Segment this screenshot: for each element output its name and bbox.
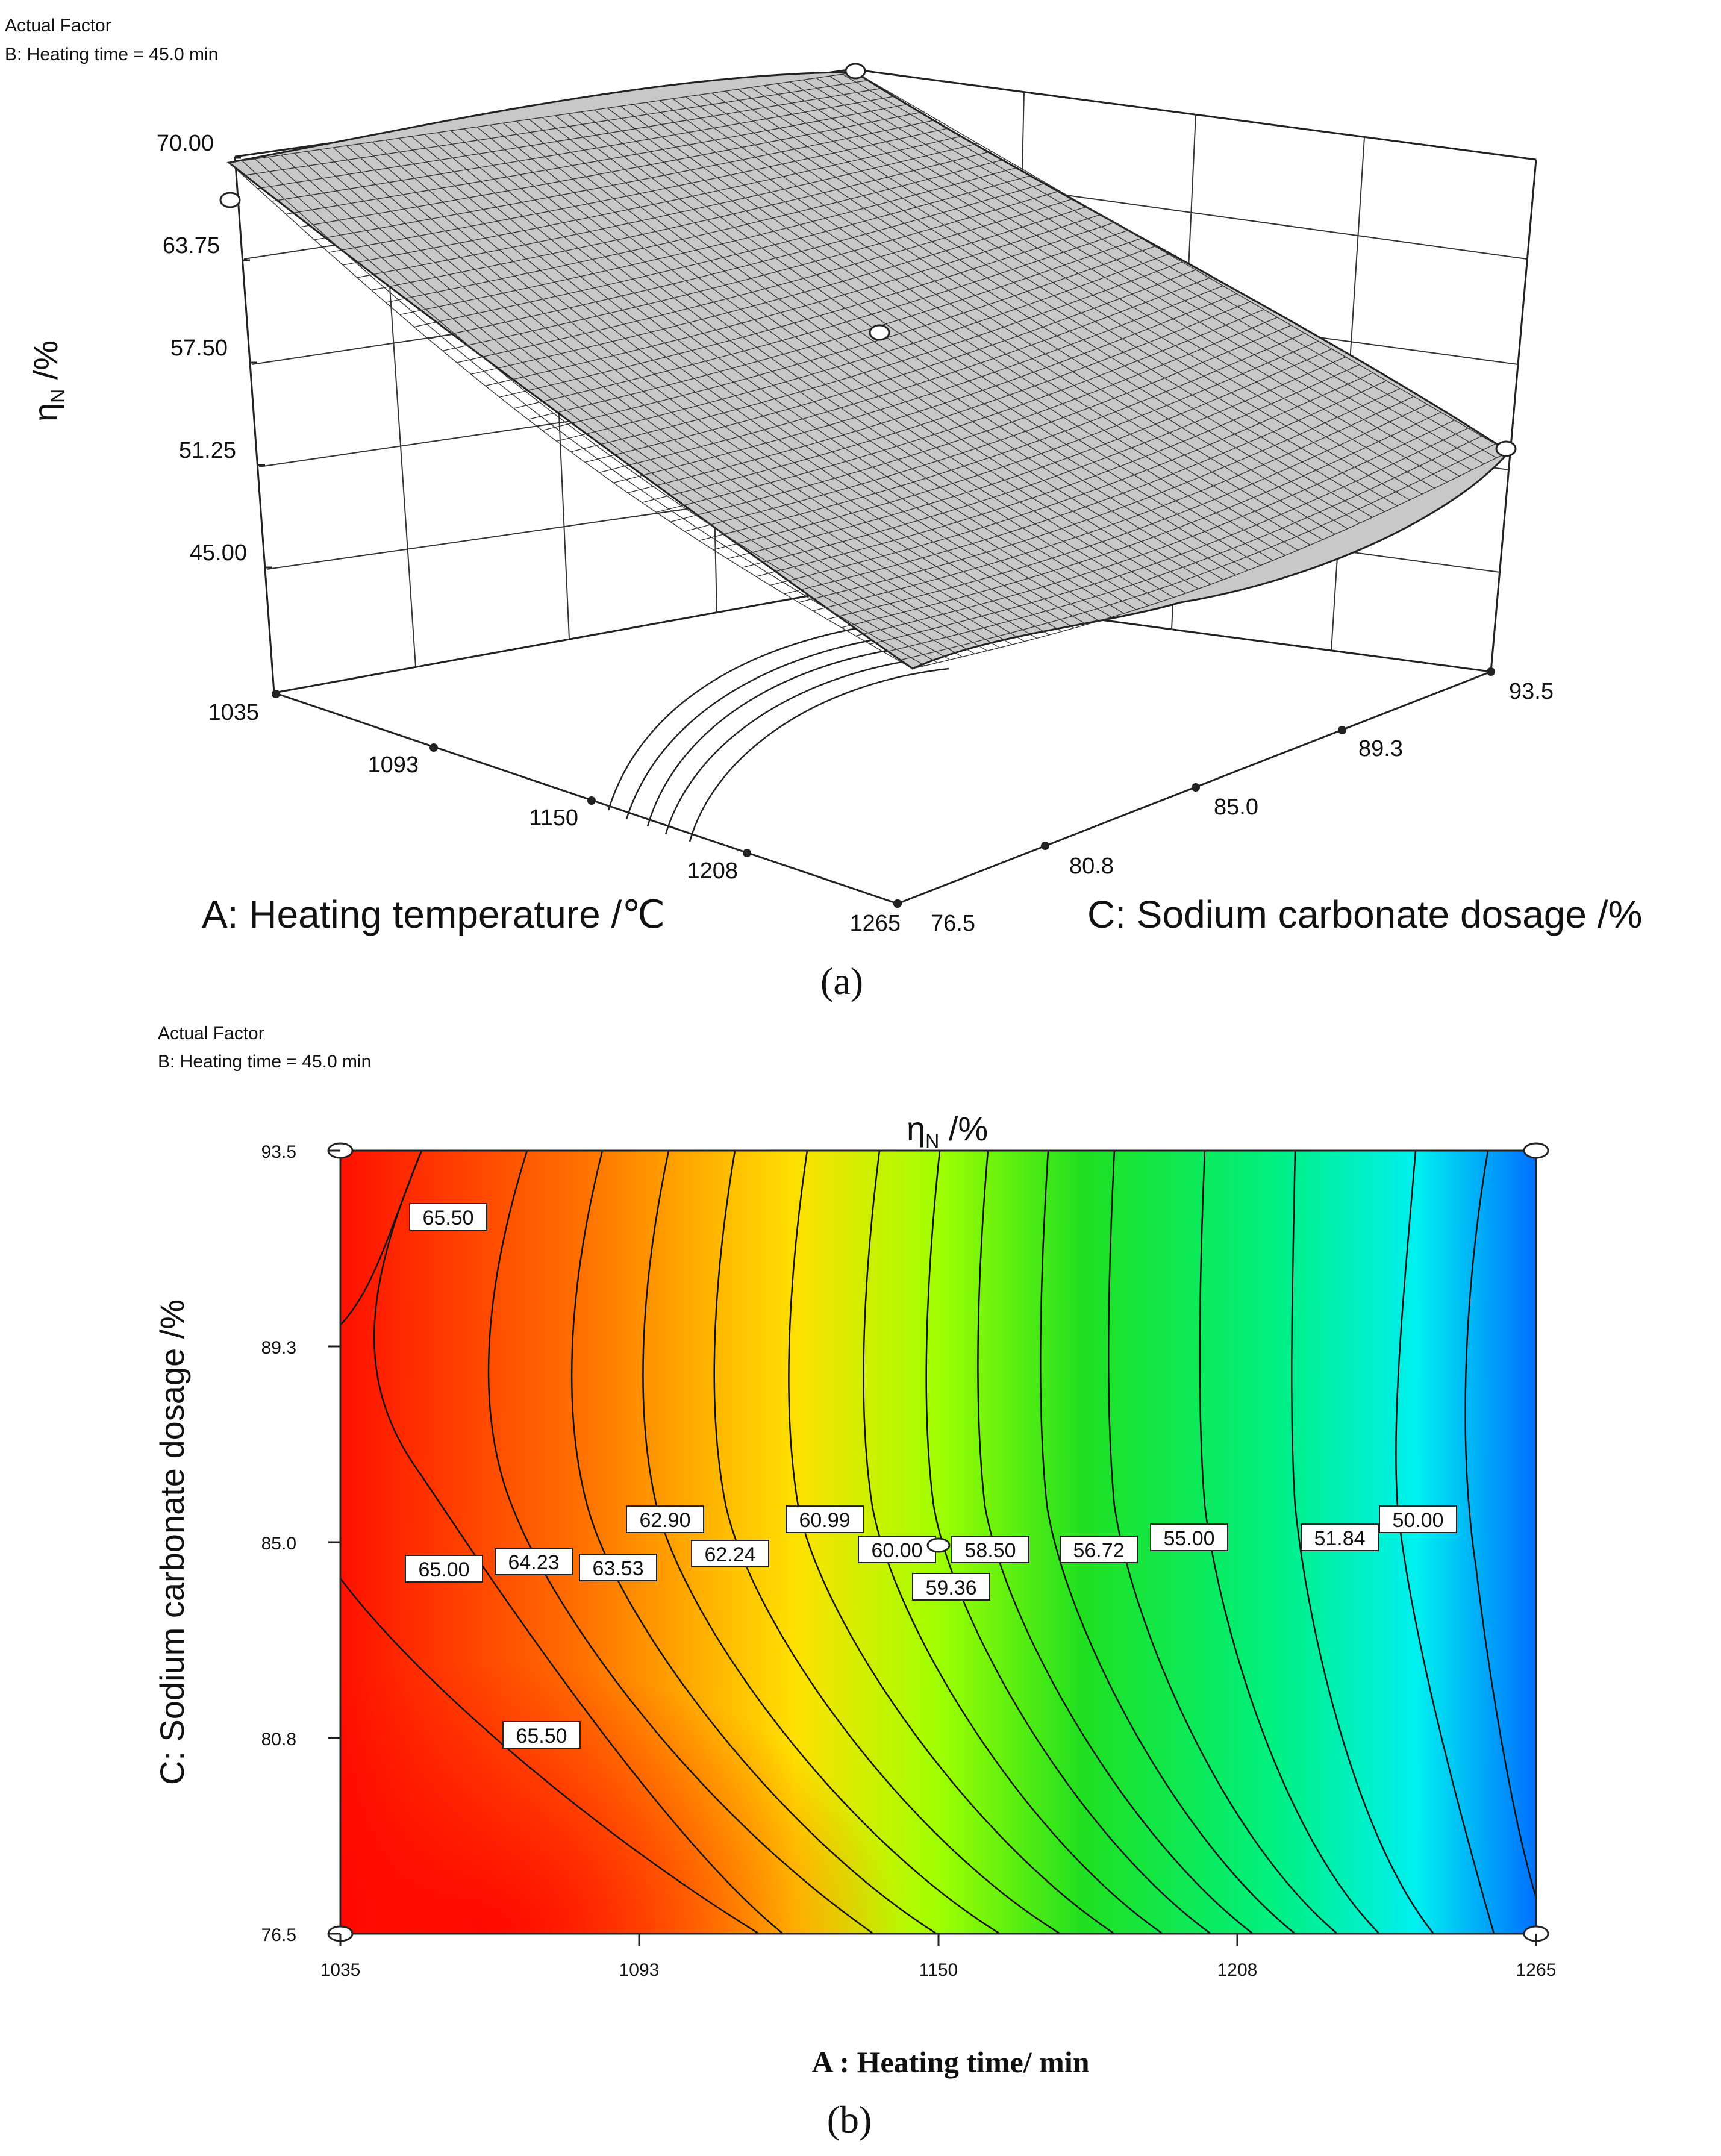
surface-fill [226, 71, 1511, 670]
y-tick: 80.8 [1069, 854, 1114, 879]
contour-label: 58.50 [951, 1536, 1029, 1563]
x-tick: 1150 [529, 805, 578, 831]
header-a-line2: B: Heating time = 45.0 min [5, 45, 218, 64]
contour-label-text: 55.00 [1163, 1527, 1214, 1550]
contour-label-text: 51.84 [1314, 1527, 1365, 1550]
x-tick: 1150 [919, 1960, 958, 1980]
contour-label: 59.36 [912, 1573, 990, 1601]
z-tick: 51.25 [179, 438, 236, 463]
contour-label-text: 65.50 [516, 1725, 567, 1748]
contour-label-text: 59.36 [925, 1576, 976, 1599]
contour-label: 56.72 [1060, 1536, 1138, 1563]
design-points-a [219, 63, 1517, 457]
contour-label-text: 58.50 [964, 1539, 1016, 1562]
contour-label: 51.84 [1301, 1523, 1379, 1551]
y-tick: 89.3 [1358, 736, 1403, 761]
contour-label-text: 62.90 [639, 1509, 690, 1532]
contour-label-text: 60.00 [871, 1539, 922, 1562]
contour-label-text: 60.99 [799, 1509, 850, 1532]
z-axis-title: ηN /% [27, 340, 69, 422]
z-tick: 63.75 [163, 233, 220, 258]
x-tick: 1093 [367, 752, 419, 778]
contour-label-text: 65.50 [422, 1207, 473, 1230]
x-axis-title-a: A: Heating temperature /℃ [202, 893, 665, 936]
contour-label: 64.23 [495, 1548, 573, 1575]
floor-contours [607, 619, 949, 842]
header-b-line1: Actual Factor [158, 1023, 264, 1043]
contour-title: ηN /% [907, 1110, 988, 1152]
z-tick: 70.00 [157, 131, 214, 156]
z-title-unit: /% [27, 340, 64, 380]
contour-label: 60.00 [858, 1536, 936, 1563]
contour-label-text: 62.24 [704, 1543, 755, 1566]
contour-label-text: 63.53 [592, 1557, 643, 1580]
x-tick: 1035 [208, 700, 259, 725]
panel-a: Actual Factor B: Heating time = 45.0 min [5, 16, 1642, 1002]
header-b-line2: B: Heating time = 45.0 min [158, 1052, 371, 1072]
z-tick: 57.50 [170, 336, 228, 361]
y-axis-b: 93.5 89.3 85.0 80.8 76.5 [261, 1142, 340, 1945]
x-tick: 1208 [1217, 1960, 1258, 1980]
z-axis: 70.00 63.75 57.50 51.25 45.00 [157, 131, 272, 569]
x-axis-b: 1035 1093 1150 1208 1265 [320, 1934, 1557, 1980]
svg-text:ηN /%: ηN /% [27, 340, 69, 422]
y-tick: 80.8 [261, 1729, 296, 1749]
y-tick: 76.5 [931, 911, 975, 936]
contour-label-text: 50.00 [1392, 1509, 1443, 1532]
contour-label: 62.90 [626, 1505, 704, 1533]
contour-label: 65.50 [502, 1721, 581, 1749]
panel-label-b: (b) [827, 2098, 872, 2141]
y-tick: 85.0 [261, 1534, 296, 1554]
contour-label-text: 64.23 [508, 1551, 559, 1574]
x-tick: 1035 [320, 1960, 361, 1980]
contour-label-text: 56.72 [1073, 1539, 1124, 1562]
y-tick: 89.3 [261, 1338, 296, 1358]
y-tick: 93.5 [261, 1142, 296, 1162]
x-axis-a: 1035 1093 1150 1208 1265 [208, 690, 902, 936]
y-axis-title-b: C: Sodium carbonate dosage /% [153, 1299, 191, 1785]
y-axis-c: 76.5 80.8 85.0 89.3 93.5 [893, 667, 1554, 936]
title-unit: /% [949, 1110, 988, 1148]
contour-label: 60.99 [786, 1505, 864, 1533]
contour-label: 65.00 [405, 1555, 483, 1583]
title-eta: η [907, 1110, 925, 1148]
x-tick: 1093 [619, 1960, 660, 1980]
y-tick: 85.0 [1214, 795, 1258, 820]
contour-labels: 65.50 65.00 64.23 63.53 62.90 62.24 [405, 1203, 1457, 1749]
contour-label: 55.00 [1150, 1523, 1228, 1551]
surface-mesh [228, 72, 1510, 669]
contour-label: 63.53 [579, 1554, 657, 1581]
panel-label-a: (a) [820, 960, 863, 1002]
contour-label: 65.50 [409, 1203, 487, 1231]
contour-label: 62.24 [691, 1540, 769, 1567]
panel-b: Actual Factor B: Heating time = 45.0 min… [153, 1023, 1556, 2141]
y-axis-title-a: C: Sodium carbonate dosage /% [1087, 893, 1642, 936]
z-title-sub: N [47, 389, 69, 403]
response-surface [226, 71, 1511, 670]
z-title-eta: η [27, 403, 64, 422]
y-tick: 93.5 [1509, 679, 1554, 704]
x-tick: 1208 [687, 858, 738, 884]
header-a-line1: Actual Factor [5, 16, 111, 36]
title-sub: N [925, 1130, 939, 1152]
x-tick: 1265 [849, 911, 901, 936]
contour-label-text: 65.00 [418, 1558, 469, 1581]
z-tick: 45.00 [190, 540, 247, 566]
x-axis-title-b: A : Heating time/ min [811, 2045, 1089, 2079]
y-tick: 76.5 [261, 1925, 296, 1945]
x-tick: 1265 [1516, 1960, 1557, 1980]
contour-label: 50.00 [1379, 1505, 1457, 1533]
